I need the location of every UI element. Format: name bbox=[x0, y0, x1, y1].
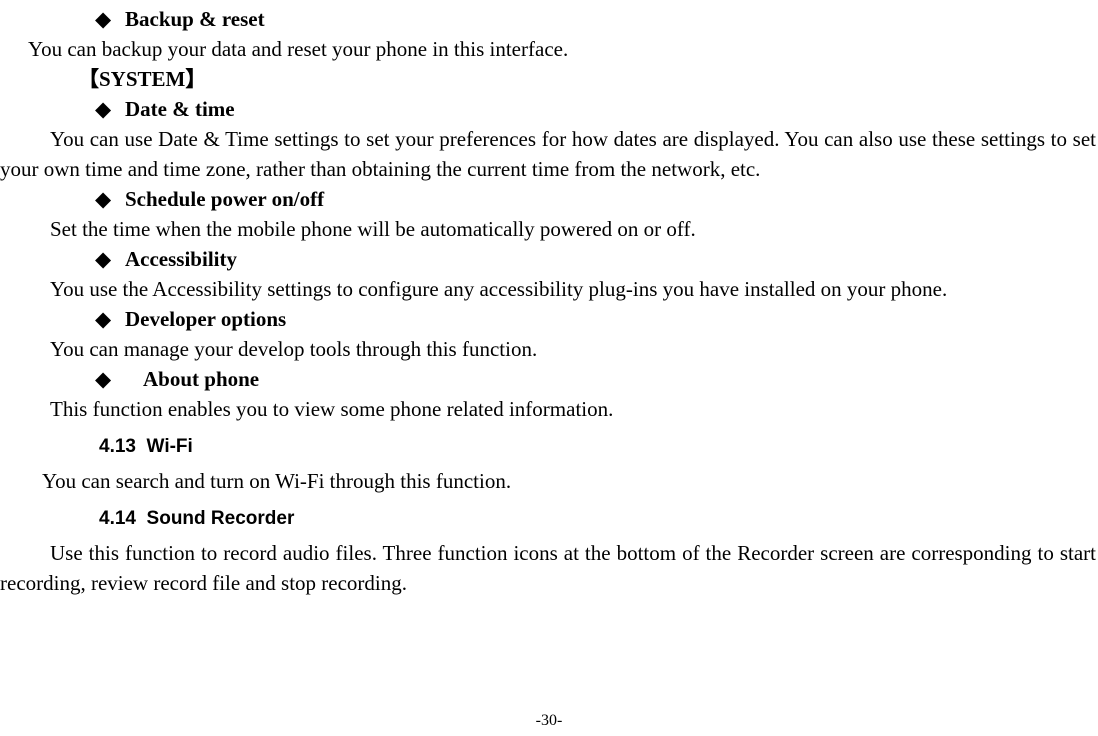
bullet-accessibility: ◆Accessibility bbox=[0, 244, 1098, 274]
body-text: Use this function to record audio files.… bbox=[0, 538, 1098, 598]
diamond-icon: ◆ bbox=[95, 184, 125, 214]
diamond-icon: ◆ bbox=[95, 304, 125, 334]
bullet-label: Date & time bbox=[125, 97, 235, 121]
section-heading-sound-recorder: 4.14 Sound Recorder bbox=[0, 508, 1098, 530]
bullet-developer-options: ◆Developer options bbox=[0, 304, 1098, 334]
section-number: 4.14 bbox=[99, 508, 136, 529]
section-number: 4.13 bbox=[99, 436, 136, 457]
bullet-label: Developer options bbox=[125, 307, 286, 331]
bullet-label: Schedule power on/off bbox=[125, 187, 324, 211]
body-text: You can use Date & Time settings to set … bbox=[0, 124, 1098, 184]
bullet-label: Accessibility bbox=[125, 247, 237, 271]
bracket-label: 【SYSTEM】 bbox=[78, 67, 206, 91]
body-text: You use the Accessibility settings to co… bbox=[0, 274, 1098, 304]
diamond-icon: ◆ bbox=[95, 364, 143, 394]
bullet-schedule-power: ◆Schedule power on/off bbox=[0, 184, 1098, 214]
page-number: -30- bbox=[0, 712, 1098, 730]
body-text: You can search and turn on Wi-Fi through… bbox=[0, 466, 1098, 496]
body-text: This function enables you to view some p… bbox=[0, 394, 1098, 424]
bullet-about-phone: ◆About phone bbox=[0, 364, 1098, 394]
section-title: Sound Recorder bbox=[147, 508, 295, 529]
bullet-label: About phone bbox=[143, 367, 259, 391]
document-page: ◆Backup & reset You can backup your data… bbox=[0, 0, 1098, 736]
diamond-icon: ◆ bbox=[95, 4, 125, 34]
bullet-backup-reset: ◆Backup & reset bbox=[0, 4, 1098, 34]
diamond-icon: ◆ bbox=[95, 244, 125, 274]
body-text: You can manage your develop tools throug… bbox=[0, 334, 1098, 364]
body-text: You can backup your data and reset your … bbox=[0, 34, 1098, 64]
diamond-icon: ◆ bbox=[95, 94, 125, 124]
bracket-system: 【SYSTEM】 bbox=[0, 64, 1098, 94]
bullet-label: Backup & reset bbox=[125, 7, 265, 31]
section-heading-wifi: 4.13 Wi-Fi bbox=[0, 436, 1098, 458]
body-text: Set the time when the mobile phone will … bbox=[0, 214, 1098, 244]
bullet-date-time: ◆Date & time bbox=[0, 94, 1098, 124]
section-title: Wi-Fi bbox=[147, 436, 193, 457]
